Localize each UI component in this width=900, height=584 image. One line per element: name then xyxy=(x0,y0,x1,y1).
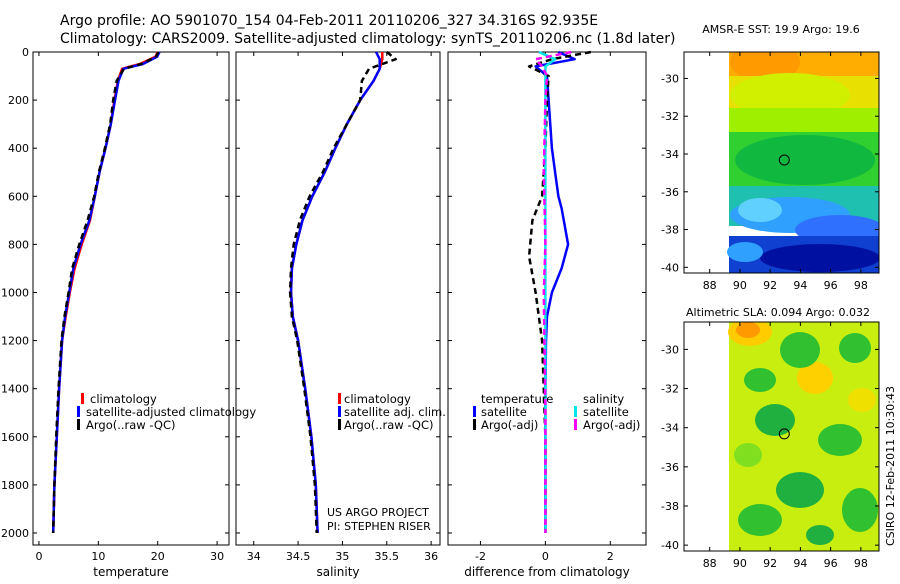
legend-swatch-climatology xyxy=(81,393,84,404)
legend-sal-argo: Argo(-adj) xyxy=(583,418,640,432)
x-tick-label: 0 xyxy=(35,550,42,563)
sst-argo-position-marker xyxy=(778,154,790,166)
x-tick-label: 34.5 xyxy=(286,550,311,563)
legend-temperature-heading: temperature xyxy=(481,392,553,406)
y-tick-label: -32 xyxy=(661,110,679,123)
figure-title-line2: Climatology: CARS2009. Satellite-adjuste… xyxy=(60,31,675,47)
salinity-axis-label: salinity xyxy=(316,565,359,579)
legend-temp-satellite: satellite xyxy=(481,405,527,419)
series-argo-raw-qc xyxy=(51,51,160,534)
legend-swatch-satellite xyxy=(338,406,341,417)
legend-sal-satellite: satellite xyxy=(583,405,629,419)
y-tick-label: 1600 xyxy=(1,431,29,444)
sst-map: AMSR-E SST: 19.9 Argo: 19.6 -30 -32 -34 -36… xyxy=(661,23,880,292)
legend-swatch-temp-argo xyxy=(473,419,476,430)
x-tick-label: 98 xyxy=(854,279,868,292)
x-tick-label: 30 xyxy=(210,550,224,563)
legend-satellite-adj: satellite adj. clim. xyxy=(344,405,446,419)
y-tick-label: -40 xyxy=(661,261,679,274)
legend-temp-argo: Argo(-adj) xyxy=(481,418,538,432)
y-tick-label: -32 xyxy=(661,383,679,396)
y-tick-label: 1400 xyxy=(1,383,29,396)
x-tick-label: 94 xyxy=(793,557,807,570)
legend-swatch-argo xyxy=(77,419,80,430)
temperature-legend: climatology satellite-adjusted climatolo… xyxy=(77,392,256,432)
pi-label: PI: STEPHEN RISER xyxy=(327,520,431,533)
y-tick-label: -36 xyxy=(661,186,679,199)
series-satellite-adj-clim xyxy=(289,51,381,534)
x-tick-label: -2 xyxy=(475,550,486,563)
x-tick-label: 92 xyxy=(763,557,777,570)
y-tick-label: 600 xyxy=(8,190,29,203)
legend-swatch-argo xyxy=(338,419,341,430)
series-salinity-argo-adj xyxy=(534,50,572,533)
legend-climatology: climatology xyxy=(344,392,411,406)
x-tick-label: 34 xyxy=(247,550,261,563)
x-tick-label: 35 xyxy=(335,550,349,563)
legend-swatch-climatology xyxy=(338,393,341,404)
x-tick-label: 0 xyxy=(542,550,549,563)
y-tick-label: 800 xyxy=(8,238,29,251)
x-tick-label: 36 xyxy=(424,550,438,563)
y-tick-label: -30 xyxy=(661,343,679,356)
series-climatology xyxy=(289,52,384,534)
x-tick-label: 90 xyxy=(733,557,747,570)
sla-map: Altimetric SLA: 0.094 Argo: 0.032 -30 -32… xyxy=(661,306,880,570)
x-tick-label: 88 xyxy=(703,279,717,292)
legend-swatch-sal-argo xyxy=(574,419,577,430)
y-tick-label: -38 xyxy=(661,500,679,513)
legend-salinity-heading: salinity xyxy=(583,392,624,406)
sla-argo-position-marker xyxy=(778,428,790,440)
x-tick-label: 92 xyxy=(763,279,777,292)
legend-argo: Argo(..raw -QC) xyxy=(344,418,434,432)
series-temperature-satellite xyxy=(534,50,576,533)
x-tick-label: 98 xyxy=(854,557,868,570)
x-tick-label: 94 xyxy=(793,279,807,292)
temperature-axis-label: temperature xyxy=(93,565,168,579)
y-tick-label: -40 xyxy=(661,539,679,552)
x-tick-label: 96 xyxy=(824,557,838,570)
project-label: US ARGO PROJECT xyxy=(327,506,429,519)
series-argo-raw-qc xyxy=(288,51,397,534)
x-tick-label: 90 xyxy=(733,279,747,292)
x-tick-label: 96 xyxy=(824,279,838,292)
y-tick-label: 200 xyxy=(8,94,29,107)
y-tick-label: 400 xyxy=(8,142,29,155)
legend-swatch-sal-satellite xyxy=(574,406,577,417)
x-tick-label: 35.5 xyxy=(375,550,400,563)
y-tick-label: -34 xyxy=(661,148,679,161)
sla-map-title: Altimetric SLA: 0.094 Argo: 0.032 xyxy=(686,306,870,319)
sst-map-title: AMSR-E SST: 19.9 Argo: 19.6 xyxy=(702,23,860,36)
series-temperature-argo-adj xyxy=(527,50,592,533)
y-tick-label: 2000 xyxy=(1,527,29,540)
y-tick-label: -30 xyxy=(661,72,679,85)
difference-panel: -2 0 2 difference from climatology tempera… xyxy=(447,50,647,579)
x-tick-label: 2 xyxy=(607,550,614,563)
x-tick-label: 20 xyxy=(151,550,165,563)
y-tick-label: -36 xyxy=(661,461,679,474)
timestamp-stamp: CSIRO 12-Feb-2011 10:30:43 xyxy=(884,386,897,546)
y-tick-label: 1800 xyxy=(1,479,29,492)
x-tick-label: 10 xyxy=(91,550,105,563)
y-tick-label: 1200 xyxy=(1,335,29,348)
y-tick-label: -34 xyxy=(661,422,679,435)
y-tick-label: 0 xyxy=(22,46,29,59)
legend-swatch-temp-satellite xyxy=(473,406,476,417)
salinity-legend: climatology satellite adj. clim. Argo(..… xyxy=(338,392,446,432)
legend-swatch-satellite xyxy=(77,406,80,417)
figure-title-line1: Argo profile: AO 5901070_154 04-Feb-2011… xyxy=(60,13,598,29)
salinity-panel: 34 34.5 35 35.5 36 salinity climatology sate… xyxy=(235,51,446,579)
legend-climatology: climatology xyxy=(90,392,157,406)
difference-axis-label: difference from climatology xyxy=(464,565,630,579)
y-tick-label: -38 xyxy=(661,224,679,237)
legend-argo: Argo(..raw -QC) xyxy=(86,418,176,432)
x-tick-label: 88 xyxy=(703,557,717,570)
temperature-panel: 0 200 400 600 800 1000 1200 1400 1600 1800 2000 0 10… xyxy=(1,46,256,579)
legend-satellite-adjusted: satellite-adjusted climatology xyxy=(86,405,256,419)
difference-legend: temperature satellite Argo(-adj) salinit… xyxy=(473,392,640,432)
y-tick-label: 1000 xyxy=(1,286,29,299)
